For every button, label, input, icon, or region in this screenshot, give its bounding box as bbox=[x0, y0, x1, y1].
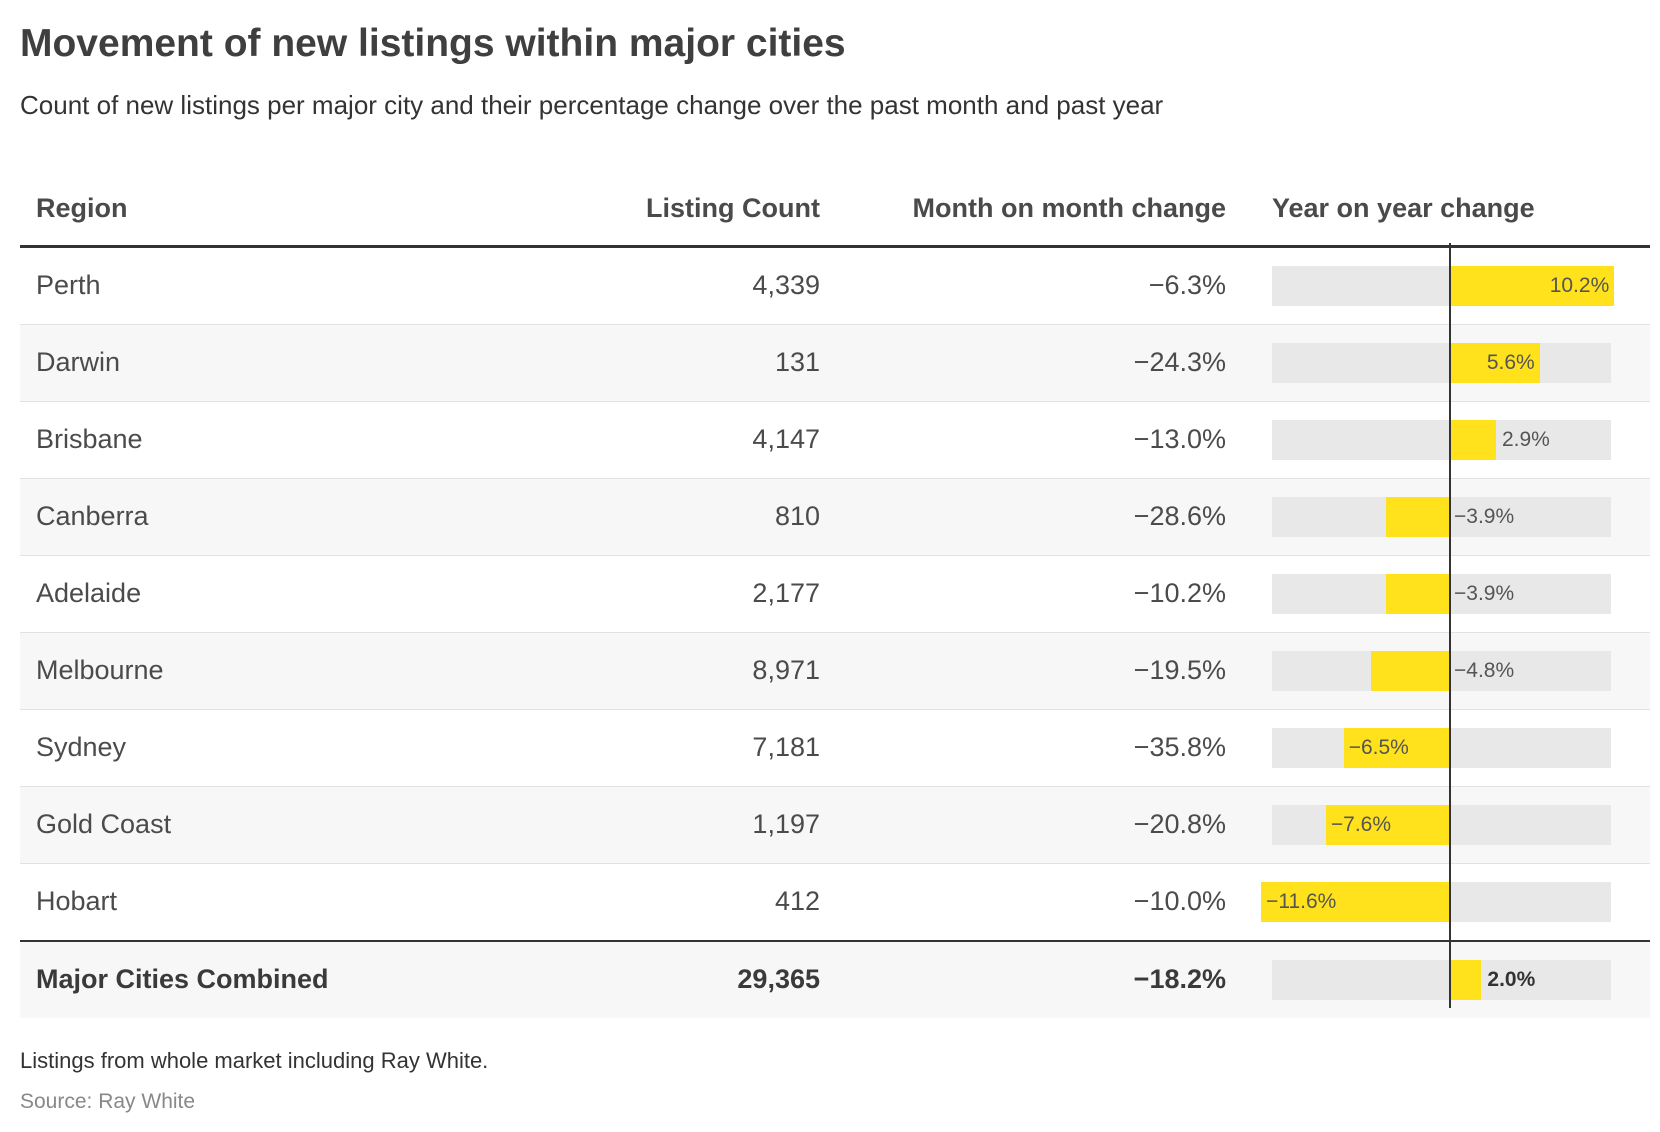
yoy-label: −7.6% bbox=[1330, 813, 1392, 836]
table-row: Perth 4,339 −6.3% 10.2% bbox=[20, 248, 1650, 325]
row-mom-change: −24.3% bbox=[1133, 347, 1226, 377]
chart-title: Movement of new listings within major ci… bbox=[20, 22, 846, 65]
row-mom-change: −6.3% bbox=[1148, 270, 1226, 300]
total-yoy: 2.0% bbox=[1272, 960, 1611, 1000]
row-listing-count: 8,971 bbox=[752, 655, 820, 685]
row-mom-change: −28.6% bbox=[1133, 501, 1226, 531]
row-yoy: −3.9% bbox=[1272, 497, 1611, 537]
yoy-bar bbox=[1449, 343, 1540, 383]
row-yoy: −6.5% bbox=[1272, 728, 1611, 768]
header-region: Region bbox=[36, 193, 128, 223]
yoy-label: −11.6% bbox=[1266, 890, 1337, 913]
yoy-label: −4.8% bbox=[1454, 659, 1515, 682]
row-listing-count: 7,181 bbox=[752, 732, 820, 762]
row-mom-change: −10.2% bbox=[1133, 578, 1226, 608]
table-total-row: Major Cities Combined 29,365 −18.2% 2.0% bbox=[20, 940, 1650, 1018]
row-region: Canberra bbox=[36, 501, 149, 531]
row-yoy: 5.6% bbox=[1272, 343, 1611, 383]
yoy-track bbox=[1272, 343, 1611, 383]
row-yoy: 2.9% bbox=[1272, 420, 1611, 460]
yoy-bar bbox=[1261, 882, 1449, 922]
row-region: Perth bbox=[36, 270, 101, 300]
yoy-bar bbox=[1343, 728, 1449, 768]
table-row: Sydney 7,181 −35.8% −6.5% bbox=[20, 710, 1650, 787]
total-region: Major Cities Combined bbox=[36, 964, 329, 994]
row-mom-change: −20.8% bbox=[1133, 809, 1226, 839]
yoy-zero-line bbox=[1449, 243, 1451, 1008]
source-note: Source: Ray White bbox=[20, 1090, 196, 1113]
total-count: 29,365 bbox=[737, 964, 820, 994]
row-region: Hobart bbox=[36, 886, 118, 916]
row-listing-count: 810 bbox=[774, 501, 820, 531]
table-header: Region Listing Count Month on month chan… bbox=[20, 175, 1650, 248]
row-mom-change: −13.0% bbox=[1133, 424, 1226, 454]
yoy-bar bbox=[1371, 651, 1449, 691]
row-region: Sydney bbox=[36, 732, 127, 762]
yoy-bar bbox=[1325, 805, 1449, 845]
row-region: Gold Coast bbox=[36, 809, 172, 839]
yoy-bar bbox=[1449, 266, 1615, 306]
row-listing-count: 4,339 bbox=[752, 270, 820, 300]
yoy-label: 10.2% bbox=[1549, 274, 1610, 297]
row-mom-change: −35.8% bbox=[1133, 732, 1226, 762]
row-region: Brisbane bbox=[36, 424, 143, 454]
chart-subtitle: Count of new listings per major city and… bbox=[20, 90, 1164, 120]
yoy-label: 2.0% bbox=[1487, 968, 1536, 991]
row-yoy: −3.9% bbox=[1272, 574, 1611, 614]
yoy-bar bbox=[1449, 420, 1496, 460]
row-listing-count: 131 bbox=[774, 347, 820, 377]
yoy-track bbox=[1272, 420, 1611, 460]
table-row: Adelaide 2,177 −10.2% −3.9% bbox=[20, 556, 1650, 633]
header-year-on-year: Year on year change bbox=[1272, 193, 1535, 223]
total-mom: −18.2% bbox=[1133, 964, 1226, 994]
table-row: Canberra 810 −28.6% −3.9% bbox=[20, 479, 1650, 556]
row-yoy: 10.2% bbox=[1272, 266, 1615, 306]
row-mom-change: −10.0% bbox=[1133, 886, 1226, 916]
yoy-bar bbox=[1385, 497, 1449, 537]
row-yoy: −7.6% bbox=[1272, 805, 1611, 845]
row-region: Adelaide bbox=[36, 578, 142, 608]
yoy-track bbox=[1272, 960, 1611, 1000]
yoy-label: −3.9% bbox=[1454, 582, 1515, 605]
table-row: Hobart 412 −10.0% −11.6% bbox=[20, 864, 1650, 940]
header-month-on-month: Month on month change bbox=[912, 193, 1226, 223]
row-yoy: −4.8% bbox=[1272, 651, 1611, 691]
table-row: Gold Coast 1,197 −20.8% −7.6% bbox=[20, 787, 1650, 864]
row-listing-count: 412 bbox=[774, 886, 820, 916]
row-listing-count: 2,177 bbox=[752, 578, 820, 608]
yoy-label: −3.9% bbox=[1454, 505, 1515, 528]
yoy-bar bbox=[1449, 960, 1482, 1000]
row-listing-count: 4,147 bbox=[752, 424, 820, 454]
row-region: Melbourne bbox=[36, 655, 164, 685]
table-body: Perth 4,339 −6.3% 10.2% Darwin 131 −24.3% 5.6% B… bbox=[20, 248, 1650, 940]
row-yoy: −11.6% bbox=[1261, 882, 1611, 922]
yoy-label: −6.5% bbox=[1348, 736, 1409, 759]
table-row: Melbourne 8,971 −19.5% −4.8% bbox=[20, 633, 1650, 710]
yoy-label: 5.6% bbox=[1486, 351, 1535, 374]
footnote: Listings from whole market including Ray… bbox=[20, 1048, 489, 1073]
header-listing-count: Listing Count bbox=[646, 193, 820, 223]
row-mom-change: −19.5% bbox=[1133, 655, 1226, 685]
table-row: Brisbane 4,147 −13.0% 2.9% bbox=[20, 402, 1650, 479]
yoy-bar bbox=[1385, 574, 1449, 614]
listings-table: Region Listing Count Month on month chan… bbox=[20, 175, 1650, 1018]
table-row: Darwin 131 −24.3% 5.6% bbox=[20, 325, 1650, 402]
row-region: Darwin bbox=[36, 347, 121, 377]
yoy-label: 2.9% bbox=[1501, 428, 1550, 451]
row-listing-count: 1,197 bbox=[752, 809, 820, 839]
